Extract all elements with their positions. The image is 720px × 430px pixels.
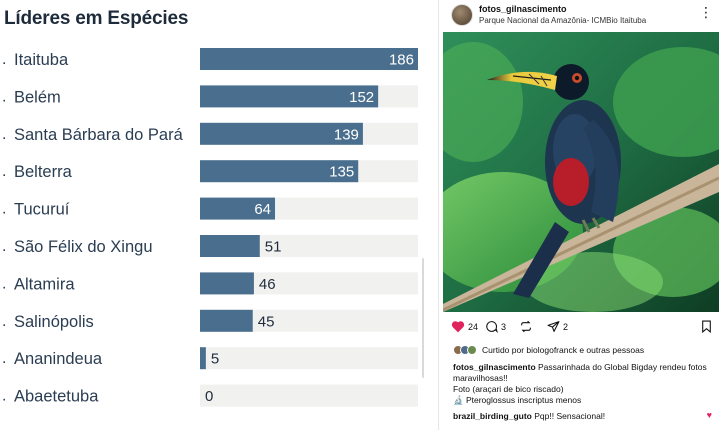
repost-icon (521, 320, 531, 333)
bar[interactable] (200, 272, 254, 295)
bar[interactable] (200, 309, 253, 332)
bookmark-icon (702, 320, 711, 333)
bar[interactable] (200, 197, 276, 220)
share-count: 2 (563, 321, 569, 332)
caption-line-2: Foto (araçari de bico riscado) (453, 384, 564, 394)
social-post: fotos_gilnascimento Parque Nacional da A… (438, 0, 720, 430)
category-label: Abaetetuba (14, 388, 99, 406)
bar[interactable] (200, 347, 206, 370)
share-button[interactable]: 2 (547, 320, 568, 333)
post-location[interactable]: Parque Nacional da Amazônia- ICMBio Itai… (479, 16, 647, 25)
bar[interactable] (200, 48, 418, 70)
save-button[interactable] (701, 320, 712, 333)
toucan-photo-illustration (443, 32, 719, 312)
value-label: 135 (329, 164, 354, 181)
bullet-marker: . (2, 126, 6, 143)
category-label: São Félix do Xingu (14, 238, 153, 256)
liked-by-text: Curtido por biologofranck e outras pesso… (482, 345, 645, 355)
liked-by-row[interactable]: Curtido por biologofranck e outras pesso… (453, 345, 644, 355)
bar[interactable] (200, 235, 260, 257)
category-label: Tucuruí (14, 201, 70, 219)
comment-username[interactable]: brazil_birding_guto (453, 411, 532, 421)
bullet-marker: . (2, 388, 6, 405)
like-button[interactable]: 24 (451, 320, 478, 333)
caption-text: Passarinhada do Global Bigday rendeu fot… (453, 362, 707, 383)
value-label: 45 (258, 313, 275, 330)
bar-track (200, 309, 418, 332)
post-username[interactable]: fotos_gilnascimento (479, 4, 567, 14)
like-count: 24 (468, 321, 479, 332)
bar-track (200, 347, 418, 370)
comment-button[interactable]: 3 (485, 320, 506, 333)
repost-button[interactable] (519, 320, 533, 333)
bullet-marker: . (2, 350, 6, 367)
category-label: Itaituba (14, 51, 69, 69)
category-label: Ananindeua (14, 350, 103, 368)
post-actions: 24 3 2 (439, 318, 720, 338)
bullet-marker: . (2, 88, 6, 105)
bullet-marker: . (2, 313, 6, 330)
comment-row: brazil_birding_guto Pqp!! Sensacional! (453, 411, 715, 421)
post-caption: fotos_gilnascimento Passarinhada do Glob… (453, 362, 715, 406)
more-vertical-icon[interactable]: ⋮ (699, 4, 713, 20)
category-label: Salinópolis (14, 313, 94, 331)
send-icon (547, 321, 560, 332)
species-chart-panel: Líderes em Espécies . Itaituba 186. Belém 15… (2, 8, 424, 407)
value-label: 152 (349, 89, 374, 106)
scrollbar[interactable] (422, 258, 424, 378)
category-label: Altamira (14, 275, 75, 293)
category-label: Belém (14, 88, 61, 106)
bullet-marker: . (2, 201, 6, 218)
value-label: 51 (265, 239, 282, 256)
category-label: Santa Bárbara do Pará (14, 126, 184, 144)
bar-track (200, 272, 418, 295)
category-label: Belterra (14, 163, 73, 181)
avatar[interactable] (451, 4, 473, 26)
post-photo-toucan[interactable] (443, 32, 719, 312)
value-label: 5 (211, 351, 219, 368)
heart-icon (451, 321, 465, 333)
bar-chart: . Itaituba 186. Belém 152. Santa Bárbara do P… (2, 48, 418, 407)
value-label: 46 (259, 276, 276, 293)
bar[interactable] (200, 85, 379, 108)
caption-username[interactable]: fotos_gilnascimento (453, 362, 536, 372)
bar[interactable] (200, 122, 363, 145)
bullet-marker: . (2, 51, 6, 68)
avatar (467, 345, 477, 355)
value-label: 139 (334, 126, 359, 143)
caption-line-3: 🔬 Pteroglossus inscriptus menos (453, 395, 582, 405)
bullet-marker: . (2, 275, 6, 292)
comment-count: 3 (501, 321, 507, 332)
post-header: fotos_gilnascimento Parque Nacional da A… (439, 0, 720, 32)
value-label: 0 (205, 388, 213, 405)
bullet-marker: . (2, 238, 6, 255)
bar-track (200, 384, 418, 407)
bar[interactable] (200, 160, 359, 183)
comment-text: Pqp!! Sensacional! (531, 411, 606, 421)
comment-like-heart-icon[interactable]: ♥ (706, 410, 712, 420)
value-label: 64 (254, 201, 271, 218)
comment-icon (486, 321, 498, 333)
value-label: 186 (389, 52, 414, 69)
bullet-marker: . (2, 163, 6, 180)
chart-title: Líderes em Espécies (4, 8, 189, 29)
